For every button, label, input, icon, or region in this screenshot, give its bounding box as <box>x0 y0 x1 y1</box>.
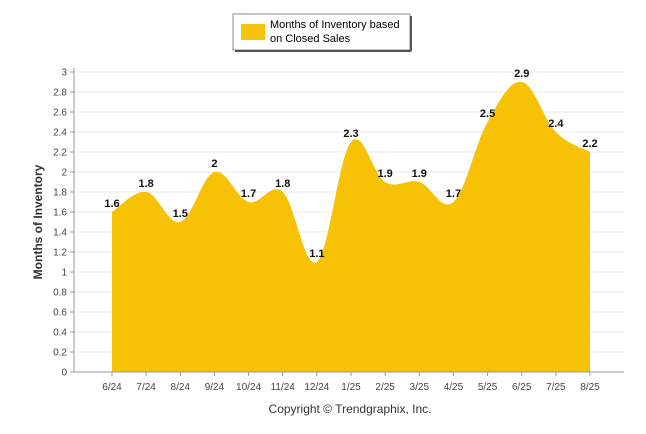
data-label: 1.1 <box>309 248 324 260</box>
x-tick-label: 4/25 <box>444 382 464 393</box>
x-tick-label: 7/24 <box>136 382 156 393</box>
y-tick-label: 2.2 <box>53 148 67 159</box>
x-tick-label: 3/25 <box>410 382 430 393</box>
y-tick-label: 0.8 <box>53 288 67 299</box>
data-label: 1.5 <box>173 208 188 220</box>
y-tick-label: 3 <box>61 68 67 79</box>
data-label: 2.9 <box>514 68 529 80</box>
data-label: 1.7 <box>446 188 461 200</box>
data-label: 2 <box>211 158 217 170</box>
y-tick-label: 0.4 <box>53 328 67 339</box>
y-tick-label: 1.2 <box>53 248 67 259</box>
x-tick-label: 11/24 <box>271 382 296 393</box>
y-axis-ticks: 0 0.2 0.4 0.6 0.8 1 1.2 1.4 1.6 1.8 2 2.2 2.4 2.6 2.8 3 <box>53 68 74 379</box>
y-tick-label: 1.4 <box>53 228 67 239</box>
data-label: 2.3 <box>343 128 358 140</box>
y-tick-label: 1.6 <box>53 208 67 219</box>
data-label: 2.5 <box>480 108 495 120</box>
data-label: 1.9 <box>412 168 427 180</box>
y-tick-label: 0.6 <box>53 308 67 319</box>
x-tick-label: 6/25 <box>512 382 532 393</box>
legend-swatch <box>241 24 265 40</box>
x-tick-label: 9/24 <box>205 382 225 393</box>
x-tick-label: 8/24 <box>171 382 191 393</box>
x-tick-label: 8/25 <box>580 382 600 393</box>
copyright-footer: Copyright © Trendgraphix, Inc. <box>269 402 432 416</box>
area-series <box>112 81 590 372</box>
data-labels: 1.6 1.8 1.5 2 1.7 1.8 1.1 2.3 1.9 1.9 1.7 2.5 2.9 2.4… <box>104 68 597 260</box>
data-label: 1.6 <box>104 198 119 210</box>
data-label: 2.4 <box>548 118 564 130</box>
x-axis-ticks: 6/24 7/24 8/24 9/24 10/24 11/24 12/24 1/25 2/25 3… <box>102 372 600 393</box>
x-tick-label: 1/25 <box>341 382 361 393</box>
x-tick-label: 2/25 <box>375 382 395 393</box>
legend-label-line-2: on Closed Sales <box>270 33 351 45</box>
axes <box>73 68 624 373</box>
y-tick-label: 2.8 <box>53 88 67 99</box>
x-tick-label: 5/25 <box>478 382 498 393</box>
x-tick-label: 12/24 <box>304 382 329 393</box>
data-label: 1.8 <box>138 178 153 190</box>
y-tick-label: 1 <box>61 268 67 279</box>
data-label: 1.9 <box>377 168 392 180</box>
y-axis-label: Months of Inventory <box>31 164 45 279</box>
y-tick-label: 1.8 <box>53 188 67 199</box>
area-fill <box>112 81 590 372</box>
data-label: 2.2 <box>582 138 597 150</box>
legend: Months of Inventory based on Closed Sale… <box>232 13 412 52</box>
data-label: 1.8 <box>275 178 290 190</box>
y-tick-label: 2 <box>61 168 67 179</box>
y-tick-label: 0 <box>61 368 67 379</box>
y-tick-label: 2.6 <box>53 108 67 119</box>
x-tick-label: 10/24 <box>236 382 261 393</box>
legend-label-line-1: Months of Inventory based <box>270 19 400 31</box>
data-label: 1.7 <box>241 188 256 200</box>
x-tick-label: 6/24 <box>102 382 122 393</box>
x-tick-label: 7/25 <box>546 382 566 393</box>
y-tick-label: 0.2 <box>53 348 67 359</box>
y-tick-label: 2.4 <box>53 128 67 139</box>
